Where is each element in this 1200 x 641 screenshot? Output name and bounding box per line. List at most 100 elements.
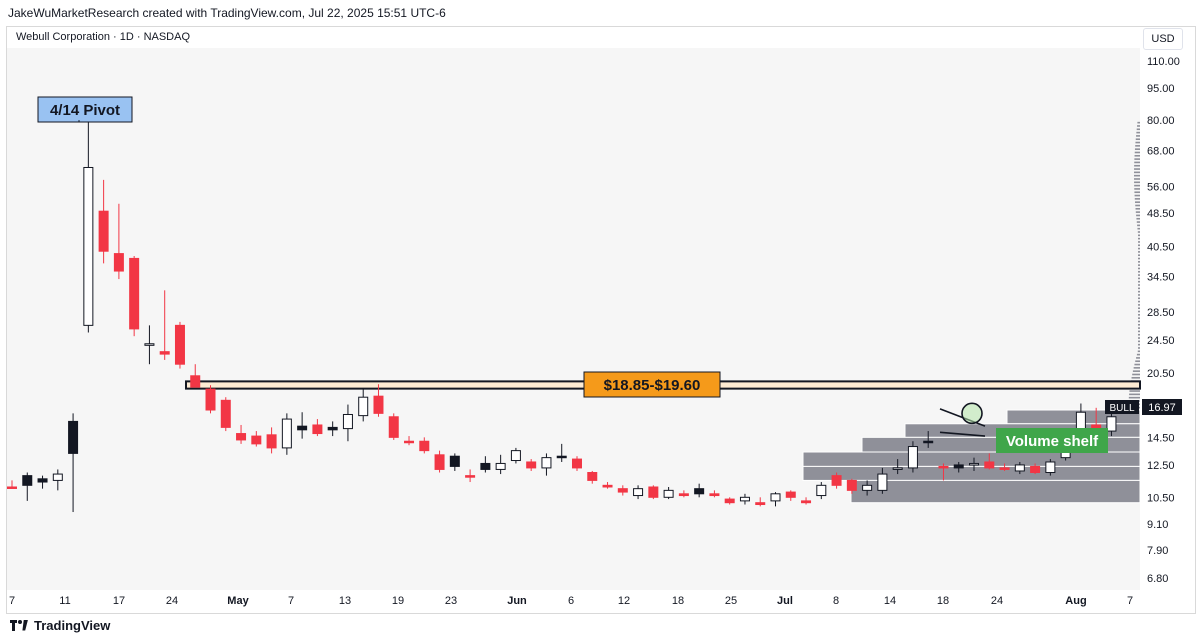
candle-body[interactable] [419,440,430,452]
x-tick-label: 14 [884,595,896,607]
candle-body[interactable] [480,462,491,470]
candle-body[interactable] [327,426,338,431]
candle-body[interactable] [571,458,582,469]
candle-body[interactable] [785,491,796,498]
candle-body[interactable] [816,484,827,497]
candle-body[interactable] [205,388,216,411]
volume-profile-bar [1138,290,1140,293]
candle-body[interactable] [68,420,79,454]
candle-body[interactable] [846,479,857,491]
y-tick-label: 28.50 [1147,307,1175,319]
candle-body[interactable] [556,455,567,459]
candle-body[interactable] [587,472,598,481]
volume-profile-bar [1138,254,1140,256]
candle-body[interactable] [449,455,460,467]
x-tick-label: 25 [725,595,737,607]
candle-body[interactable] [984,461,995,469]
candle-body[interactable] [678,493,689,497]
volume-profile-bar [1134,154,1140,157]
candle-body[interactable] [358,396,369,417]
volume-profile-bar [1138,330,1140,333]
candle-body[interactable] [526,461,537,469]
candle-body[interactable] [953,464,964,469]
candle-body[interactable] [602,484,613,488]
candle-body[interactable] [907,446,918,469]
candle-body[interactable] [724,498,735,504]
volume-profile-bar [1138,280,1140,283]
candle-body[interactable] [510,450,521,462]
candle-body[interactable] [113,253,124,272]
candle-body[interactable] [342,413,353,430]
symbol-title[interactable]: Webull Corporation · 1D · NASDAQ [16,31,191,43]
candle-body[interactable] [37,478,48,483]
candle-body[interactable] [434,454,445,470]
volume-profile-bar [1135,208,1140,210]
candle-body[interactable] [388,416,399,438]
candle-body[interactable] [1045,461,1056,474]
candle-body[interactable] [617,488,628,493]
y-tick-label: 7.90 [1147,545,1168,557]
volume-profile-bar [1128,396,1140,399]
volume-shelf-bar [802,465,1141,481]
candle-body[interactable] [999,467,1010,470]
volume-profile-bar [1136,135,1140,137]
candle-body[interactable] [312,424,323,435]
candle-body[interactable] [862,484,873,491]
x-tick-label: 12 [618,595,630,607]
candle-body[interactable] [373,395,384,414]
candle-body[interactable] [938,465,949,469]
candle-body[interactable] [1030,465,1041,474]
candle-body[interactable] [770,493,781,502]
candle-body[interactable] [892,467,903,470]
volume-profile-bar [1137,227,1140,230]
volume-profile-bar [1138,337,1140,339]
candle-body[interactable] [633,488,644,497]
candle-body[interactable] [129,257,140,330]
candle-body[interactable] [495,462,506,470]
volume-profile-bar [1137,125,1140,127]
footer-brand[interactable]: TradingView [10,618,110,633]
candle-body[interactable] [877,473,888,491]
currency-selector[interactable]: USD [1143,28,1183,50]
candle-body[interactable] [266,434,277,449]
candle-body[interactable] [739,496,750,502]
candle-body[interactable] [709,493,720,497]
candle-body[interactable] [465,475,476,478]
candle-body[interactable] [297,425,308,431]
candle-body[interactable] [7,486,17,489]
candle-body[interactable] [694,488,705,495]
candle-body[interactable] [98,210,109,252]
volume-profile-bar [1134,151,1140,154]
volume-profile-bar [1137,350,1140,353]
candle-body[interactable] [923,440,934,444]
candle-body[interactable] [174,324,185,365]
x-tick-label: 7 [1127,595,1133,607]
candle-body[interactable] [22,475,33,486]
candle-body[interactable] [755,502,766,506]
candle-body[interactable] [220,399,231,428]
volume-profile-bar [1138,297,1140,300]
candle-body[interactable] [190,375,201,388]
candle-body[interactable] [236,433,247,441]
candle-body[interactable] [159,351,170,355]
candle-body[interactable] [404,440,415,444]
candle-body[interactable] [83,166,94,326]
candle-body[interactable] [1106,416,1117,432]
candle-body[interactable] [281,418,292,449]
volume-profile-bar [1133,367,1140,369]
candle-body[interactable] [969,462,980,466]
candle-body[interactable] [801,500,812,504]
candle-body[interactable] [831,475,842,486]
zone-label: $18.85-$19.60 [604,377,701,394]
candle-body[interactable] [541,457,552,469]
volume-profile-bar [1134,161,1140,164]
chart-credit: JakeWuMarketResearch created with Tradin… [8,6,446,20]
volume-profile-bar [1134,194,1140,197]
candle-body[interactable] [52,473,63,481]
candle-body[interactable] [251,435,262,445]
candle-body[interactable] [1014,464,1025,472]
candle-body[interactable] [663,489,674,498]
candle-body[interactable] [648,486,659,498]
candle-body[interactable] [144,343,155,346]
